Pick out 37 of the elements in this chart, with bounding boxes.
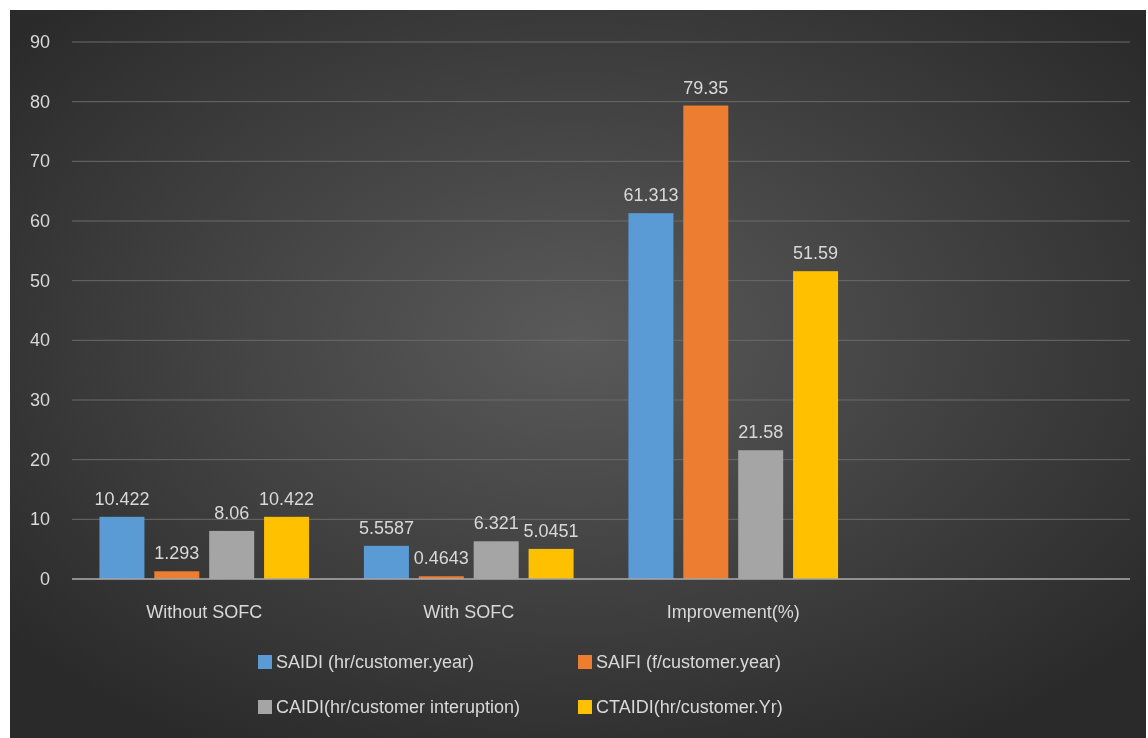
data-label: 5.5587 <box>358 517 414 538</box>
bar <box>628 213 674 579</box>
data-label: 6.321 <box>473 513 519 534</box>
y-tick-label: 20 <box>29 449 50 470</box>
bar <box>363 545 409 579</box>
legend-label: CAIDI(hr/customer interuption) <box>276 697 521 717</box>
y-tick-label: 0 <box>39 569 50 589</box>
legend-label: SAIFI (f/customer.year) <box>596 652 782 672</box>
x-tick-label: Improvement(%) <box>666 602 800 622</box>
x-tick-label: With SOFC <box>423 602 515 622</box>
legend-label: SAIDI (hr/customer.year) <box>276 652 475 672</box>
data-label: 79.35 <box>683 77 729 98</box>
y-tick-label: 60 <box>29 211 50 231</box>
y-tick-label: 70 <box>29 151 50 172</box>
y-tick-label: 90 <box>29 32 50 52</box>
y-tick-label: 10 <box>29 509 50 530</box>
data-label: 10.422 <box>259 488 315 509</box>
y-tick-label: 40 <box>29 330 50 351</box>
bar <box>264 516 310 579</box>
y-tick-label: 30 <box>29 390 50 410</box>
bar <box>154 571 200 579</box>
legend-label: CTAIDI(hr/customer.Yr) <box>596 697 783 717</box>
bar <box>99 516 145 579</box>
bar <box>793 271 839 579</box>
y-tick-label: 50 <box>29 270 50 291</box>
data-label: 21.58 <box>738 422 784 443</box>
y-tick-label: 80 <box>29 91 50 112</box>
data-label: 10.422 <box>94 488 150 509</box>
data-label: 5.0451 <box>523 520 579 541</box>
data-label: 8.06 <box>214 502 250 523</box>
bar <box>683 105 729 579</box>
data-label: 1.293 <box>154 543 200 564</box>
data-label: 51.59 <box>793 243 839 264</box>
data-label: 0.4643 <box>413 548 469 569</box>
bar <box>528 548 574 579</box>
data-label: 61.313 <box>623 185 679 206</box>
x-tick-label: Without SOFC <box>146 602 263 622</box>
